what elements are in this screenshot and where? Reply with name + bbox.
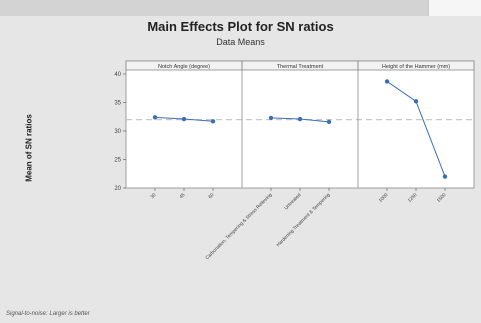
- x-tick-label: 1250: [407, 192, 419, 204]
- y-tick-label: 35: [114, 101, 121, 107]
- data-point: [413, 99, 419, 104]
- x-tick-label: 30: [149, 192, 157, 200]
- plot-frame: [125, 60, 475, 189]
- y-tick-label: 20: [114, 186, 121, 192]
- data-point: [268, 115, 274, 121]
- panel-title: Height of the Hammer (mm): [382, 64, 450, 70]
- panel-title: Notch Angle (degree): [158, 64, 210, 70]
- x-tick-label: 1500: [436, 192, 448, 204]
- data-point: [326, 119, 332, 125]
- top-toolbar-strip: [0, 0, 481, 16]
- top-right-blank-area: [428, 0, 481, 16]
- data-point: [442, 174, 448, 179]
- chart-subtitle: Data Means: [216, 37, 265, 47]
- data-point: [152, 115, 158, 120]
- y-tick-label: 25: [114, 158, 121, 164]
- x-tick-label: 45: [178, 192, 186, 200]
- footnote: Signal-to-noise: Larger is better: [6, 311, 90, 317]
- data-point: [181, 116, 187, 122]
- data-point: [384, 79, 390, 84]
- x-tick-label: 1000: [378, 192, 390, 204]
- y-tick-label: 30: [114, 129, 121, 135]
- data-point: [210, 119, 216, 124]
- x-tick-label: Untreated: [283, 192, 302, 211]
- x-tick-label: Hardening Treatment & Tempering: [275, 192, 331, 248]
- chart-title: Main Effects Plot for SN ratios: [147, 19, 334, 34]
- panel-title: Thermal Treatment: [277, 64, 324, 70]
- x-tick-label: 60: [207, 192, 215, 200]
- data-point: [297, 116, 303, 122]
- y-tick-label: 40: [114, 72, 121, 78]
- x-tick-label: Carbonation, Tempering & Stress Relievin…: [204, 192, 273, 261]
